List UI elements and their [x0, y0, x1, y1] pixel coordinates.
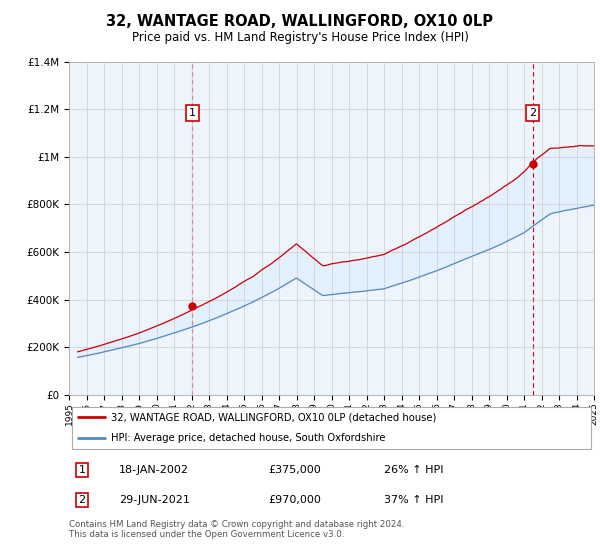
Text: HPI: Average price, detached house, South Oxfordshire: HPI: Average price, detached house, Sout… [111, 433, 386, 444]
Text: 37% ↑ HPI: 37% ↑ HPI [384, 495, 443, 505]
Text: Contains HM Land Registry data © Crown copyright and database right 2024.
This d: Contains HM Land Registry data © Crown c… [69, 520, 404, 539]
Text: 32, WANTAGE ROAD, WALLINGFORD, OX10 0LP: 32, WANTAGE ROAD, WALLINGFORD, OX10 0LP [107, 14, 493, 29]
Text: 32, WANTAGE ROAD, WALLINGFORD, OX10 0LP (detached house): 32, WANTAGE ROAD, WALLINGFORD, OX10 0LP … [111, 412, 436, 422]
Text: £970,000: £970,000 [269, 495, 322, 505]
Text: Price paid vs. HM Land Registry's House Price Index (HPI): Price paid vs. HM Land Registry's House … [131, 31, 469, 44]
Text: £375,000: £375,000 [269, 465, 321, 475]
Text: 29-JUN-2021: 29-JUN-2021 [119, 495, 190, 505]
Text: 2: 2 [79, 495, 86, 505]
Text: 18-JAN-2002: 18-JAN-2002 [119, 465, 189, 475]
FancyBboxPatch shape [71, 407, 592, 449]
Text: 2: 2 [529, 108, 536, 118]
Text: 26% ↑ HPI: 26% ↑ HPI [384, 465, 443, 475]
Text: 1: 1 [79, 465, 86, 475]
Text: 1: 1 [189, 108, 196, 118]
